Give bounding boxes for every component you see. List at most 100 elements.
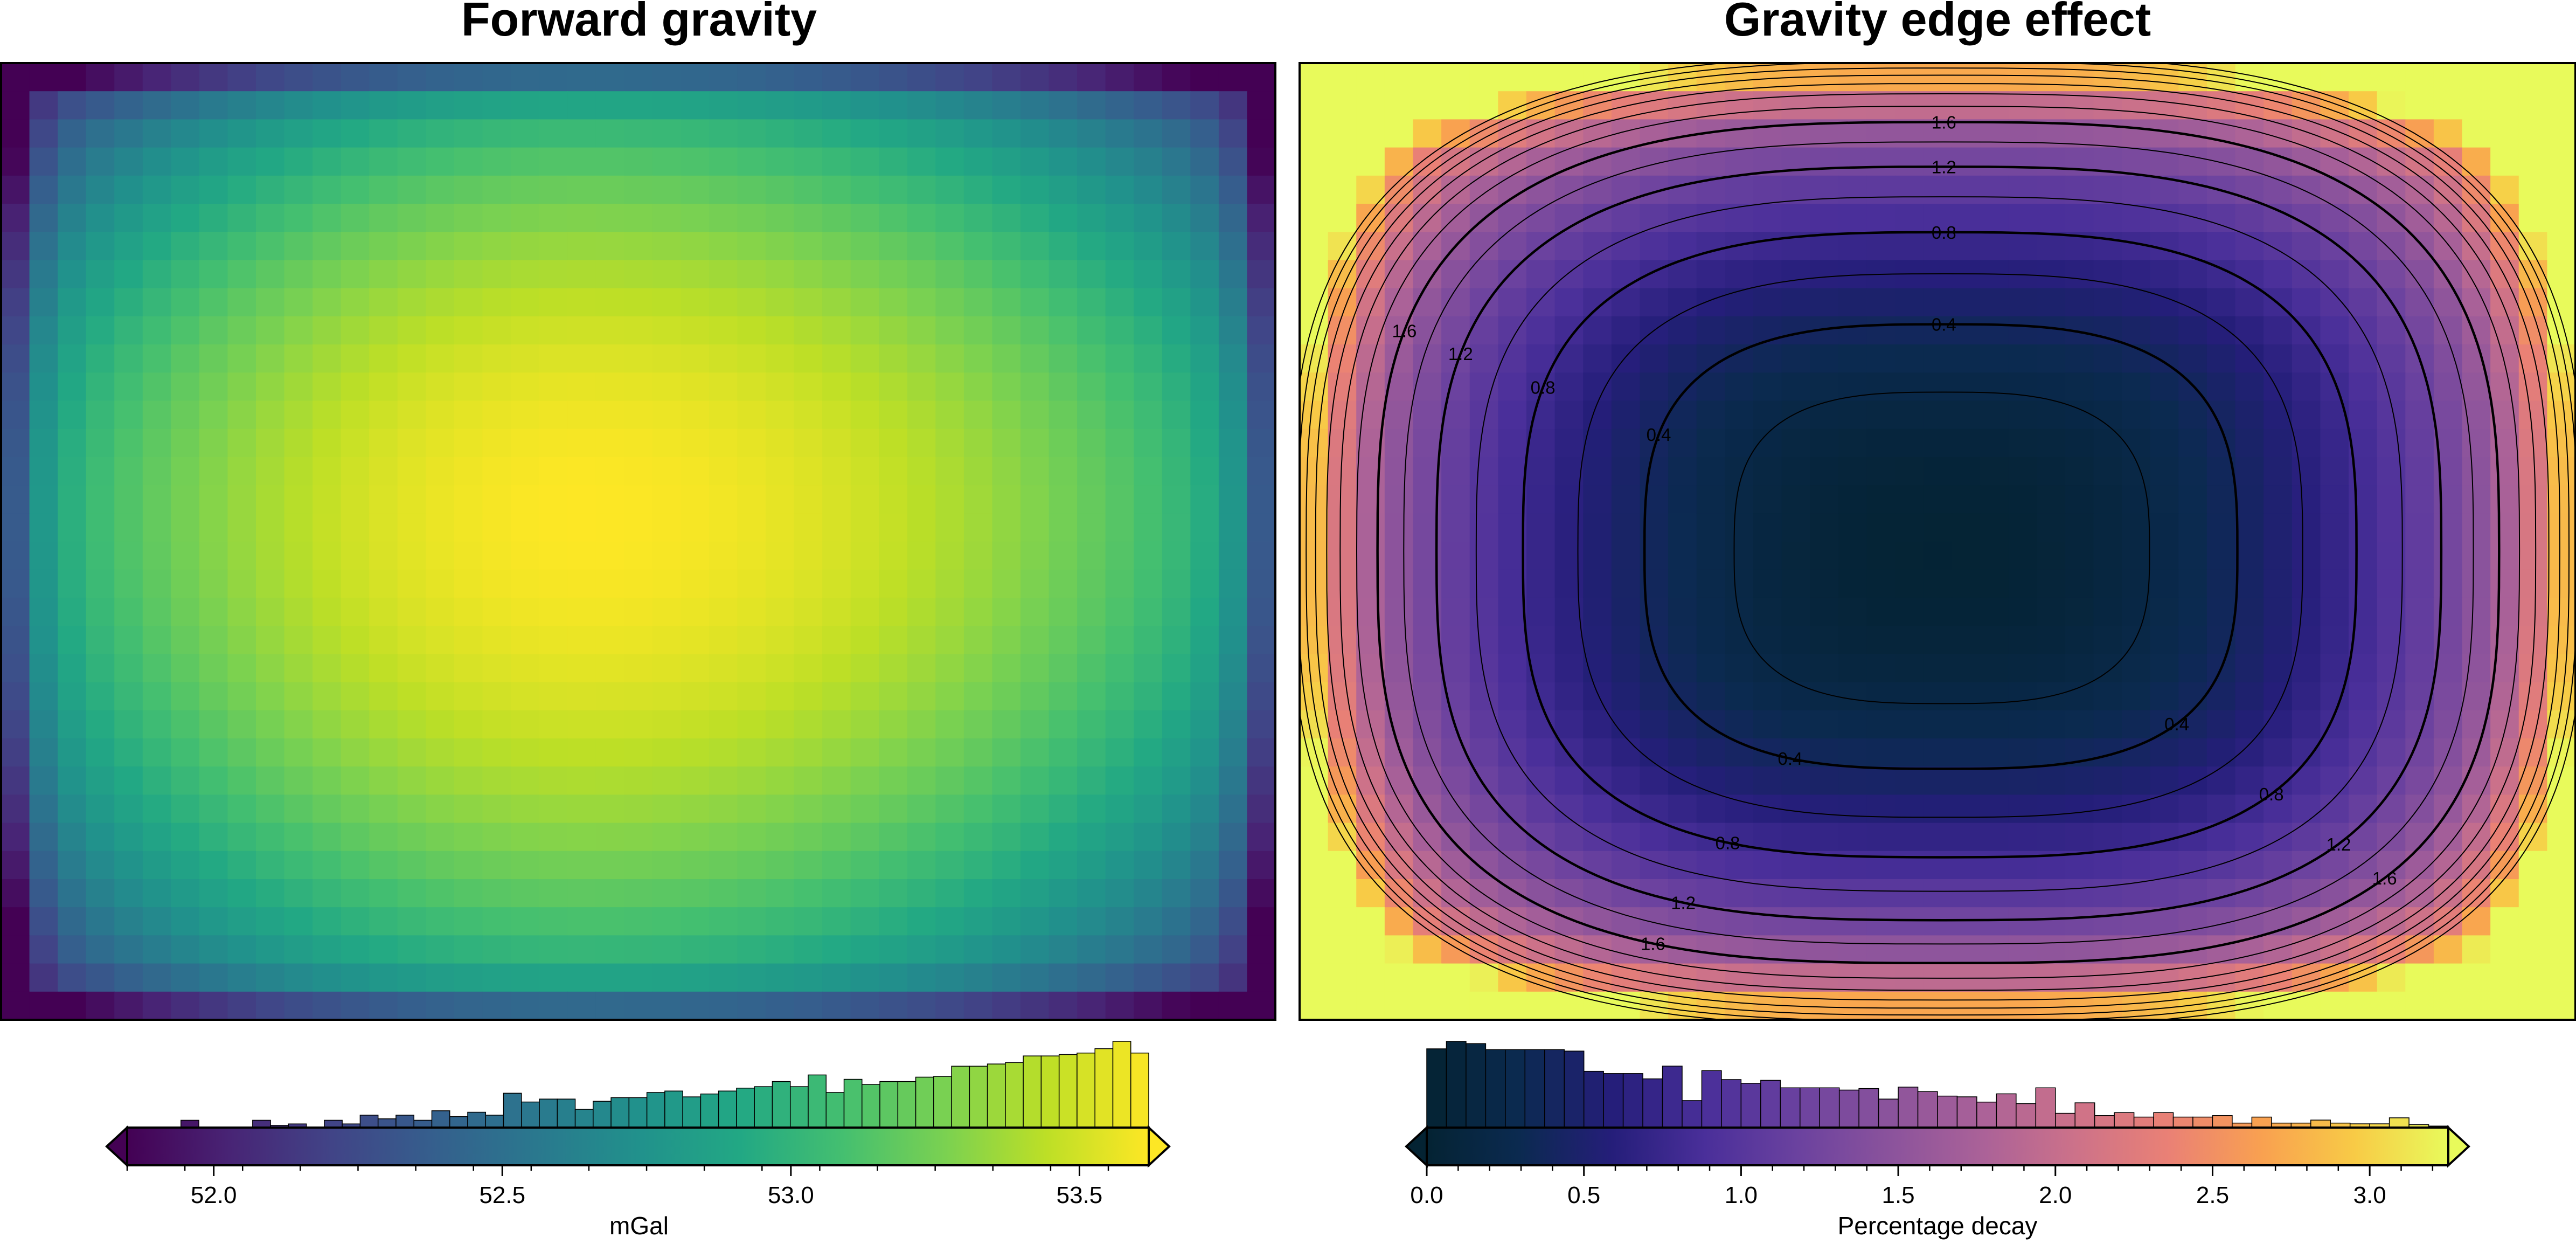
heatmap-cell <box>1105 907 1135 936</box>
heatmap-cell <box>1583 344 1612 374</box>
heatmap-cell <box>2263 372 2293 402</box>
heatmap-cell <box>142 935 172 964</box>
heatmap-cell <box>907 513 936 542</box>
heatmap-cell <box>256 119 285 148</box>
heatmap-cell <box>227 738 256 767</box>
heatmap-cell <box>850 372 880 402</box>
heatmap-cell <box>539 429 568 458</box>
heatmap-cell <box>284 175 313 204</box>
heatmap-cell <box>1020 597 1050 626</box>
heatmap-cell <box>1753 288 1782 317</box>
histogram-bar <box>1858 1088 1879 1128</box>
heatmap-cell <box>2263 457 2293 486</box>
heatmap-cell <box>737 682 766 711</box>
heatmap-cell <box>567 372 596 402</box>
heatmap-cell <box>2037 316 2066 345</box>
heatmap-cell <box>482 907 511 936</box>
heatmap-cell <box>227 794 256 824</box>
heatmap-cell <box>1469 372 1499 402</box>
heatmap-cell <box>1300 851 1329 880</box>
heatmap-cell <box>539 963 568 992</box>
heatmap-cell <box>1952 400 1981 430</box>
colorbar-tick-label: 52.5 <box>479 1182 525 1208</box>
histogram-bar <box>2310 1119 2331 1128</box>
heatmap-cell <box>341 541 370 570</box>
heatmap-cell <box>313 232 342 261</box>
heatmap-cell <box>2547 429 2576 458</box>
heatmap-cell <box>284 682 313 711</box>
heatmap-cell <box>539 119 568 148</box>
heatmap-cell <box>199 991 228 1020</box>
heatmap-cell <box>737 879 766 908</box>
heatmap-cell <box>1810 710 1839 739</box>
heatmap-cell <box>681 654 710 683</box>
heatmap-cell <box>1134 457 1163 486</box>
heatmap-cell <box>2433 963 2463 992</box>
heatmap-cell <box>2518 147 2548 176</box>
heatmap-cell <box>963 823 993 852</box>
heatmap-cell <box>1554 682 1584 711</box>
heatmap-cell <box>1895 654 1924 683</box>
heatmap-cell <box>2377 513 2406 542</box>
heatmap-cell <box>227 400 256 430</box>
heatmap-cell <box>907 429 936 458</box>
heatmap-cell <box>58 541 87 570</box>
heatmap-cell <box>1247 457 1276 486</box>
heatmap-cell <box>1 879 30 908</box>
heatmap-cell <box>737 372 766 402</box>
heatmap-cell <box>1838 879 1867 908</box>
heatmap-cell <box>171 232 200 261</box>
heatmap-cell <box>1895 147 1924 176</box>
heatmap-cell <box>2065 682 2094 711</box>
heatmap-cell <box>1441 457 1470 486</box>
heatmap-cell <box>313 372 342 402</box>
heatmap-cell <box>1356 907 1385 936</box>
heatmap-cell <box>284 597 313 626</box>
heatmap-cell <box>1413 400 1442 430</box>
heatmap-cell <box>199 851 228 880</box>
heatmap-cell <box>1 288 30 317</box>
heatmap-cell <box>567 710 596 739</box>
heatmap-cell <box>1923 907 1953 936</box>
heatmap-cell <box>1162 682 1191 711</box>
heatmap-cell <box>199 400 228 430</box>
heatmap-cell <box>766 794 795 824</box>
heatmap-cell <box>963 794 993 824</box>
heatmap-cell <box>142 344 172 374</box>
heatmap-cell <box>1190 823 1219 852</box>
heatmap-cell <box>397 429 427 458</box>
heatmap-cell <box>1218 963 1248 992</box>
heatmap-cell <box>482 851 511 880</box>
heatmap-cell <box>1077 879 1106 908</box>
heatmap-cell <box>511 63 540 92</box>
heatmap-cell <box>766 766 795 796</box>
heatmap-cell <box>454 260 483 289</box>
heatmap-cell <box>2377 175 2406 204</box>
heatmap-cell <box>313 541 342 570</box>
heatmap-cell <box>1328 963 1357 992</box>
heatmap-cell <box>567 316 596 345</box>
heatmap-cell <box>1328 738 1357 767</box>
heatmap-cell <box>1328 485 1357 514</box>
heatmap-cell <box>86 626 115 655</box>
heatmap-cell <box>1781 513 1810 542</box>
heatmap-cell <box>539 372 568 402</box>
heatmap-cell <box>850 569 880 598</box>
heatmap-cell <box>2178 457 2207 486</box>
heatmap-cell <box>29 626 58 655</box>
heatmap-cell <box>1980 851 2009 880</box>
heatmap-cell <box>2292 63 2321 92</box>
heatmap-cell <box>227 626 256 655</box>
heatmap-cell <box>1077 738 1106 767</box>
heatmap-cell <box>2122 541 2151 570</box>
heatmap-cell <box>737 597 766 626</box>
heatmap-cell <box>1554 710 1584 739</box>
heatmap-cell <box>1753 91 1782 120</box>
heatmap-cell <box>1781 316 1810 345</box>
heatmap-cell <box>86 288 115 317</box>
heatmap-cell <box>539 682 568 711</box>
heatmap-cell <box>1952 541 1981 570</box>
heatmap-cell <box>1190 429 1219 458</box>
heatmap-cell <box>1384 91 1414 120</box>
heatmap-cell <box>1218 372 1248 402</box>
